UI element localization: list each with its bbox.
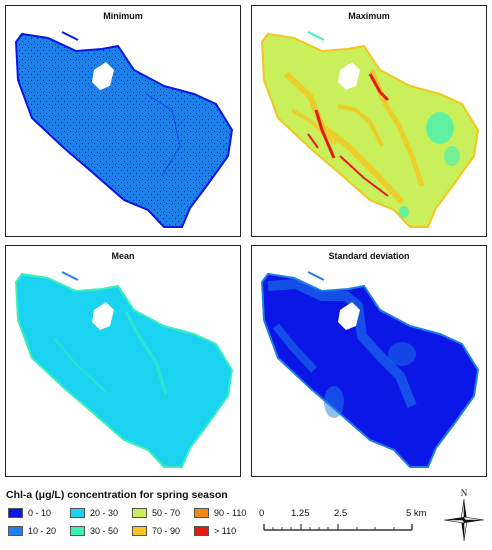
- lake-map-minimum: [14, 31, 234, 228]
- island: [338, 302, 360, 330]
- legend-swatch: [70, 526, 85, 536]
- lake-map-mean: [14, 271, 234, 468]
- map-panel-maximum: Maximum: [251, 5, 487, 237]
- legend-item: 0 - 10: [8, 508, 51, 518]
- panel-title: Minimum: [103, 11, 143, 21]
- north-arrow: N: [442, 487, 486, 543]
- legend-label: 10 - 20: [28, 526, 57, 536]
- panel-title: Mean: [111, 251, 135, 261]
- north-strip: [307, 31, 325, 41]
- legend-swatch: [8, 526, 23, 536]
- scale-label: 5 km: [406, 508, 427, 519]
- compass-icon: N: [443, 488, 485, 542]
- legend-label: 0 - 10: [28, 508, 52, 518]
- legend-swatch: [194, 526, 209, 536]
- scale-label: 1.25: [291, 508, 310, 519]
- island: [92, 62, 114, 90]
- legend-swatch: [132, 508, 147, 518]
- legend-label: 20 - 30: [90, 508, 119, 518]
- north-strip: [61, 271, 79, 281]
- lake-body: [260, 32, 480, 228]
- panel-title: Standard deviation: [328, 251, 410, 261]
- legend-swatch: [194, 508, 209, 518]
- north-strip: [61, 31, 79, 41]
- legend-title: Chl-a (μg/L) concentration for spring se…: [6, 489, 228, 501]
- map-panel-minimum: Minimum: [5, 5, 241, 237]
- legend-label: 70 - 90: [152, 526, 181, 536]
- legend-swatch: [132, 526, 147, 536]
- lake-texture: [16, 34, 232, 227]
- map-panel-standard-deviation: Standard deviation: [251, 245, 487, 477]
- legend-item: 50 - 70: [132, 508, 180, 518]
- legend-label: 30 - 50: [90, 526, 119, 536]
- legend-item: 20 - 30: [70, 508, 118, 518]
- lake-body: [260, 272, 480, 468]
- legend-label: 90 - 110: [214, 508, 247, 518]
- lake-map-standard-deviation: [260, 271, 480, 468]
- legend-swatch: [70, 508, 85, 518]
- panel-title: Maximum: [348, 11, 390, 21]
- island: [92, 302, 114, 330]
- map-panel-mean: Mean: [5, 245, 241, 477]
- legend-item: 30 - 50: [70, 526, 118, 536]
- legend-item: 90 - 110: [194, 508, 246, 518]
- north-label: N: [461, 488, 468, 498]
- legend-item: 70 - 90: [132, 526, 180, 536]
- scale-label: 2.5: [334, 508, 348, 519]
- island: [338, 62, 360, 90]
- scale-bar: 0 1.25 2.5 5 km: [259, 508, 427, 538]
- legend-swatch: [8, 508, 23, 518]
- scale-bar-graphic: [263, 524, 413, 531]
- lake-body: [14, 272, 234, 468]
- scale-label: 0: [259, 508, 265, 519]
- lake-map-maximum: [260, 31, 480, 228]
- legend-label: 50 - 70: [152, 508, 181, 518]
- legend-label: > 110: [214, 526, 237, 536]
- north-strip: [307, 271, 325, 281]
- legend-item: 10 - 20: [8, 526, 56, 536]
- legend-item: > 110: [194, 526, 236, 536]
